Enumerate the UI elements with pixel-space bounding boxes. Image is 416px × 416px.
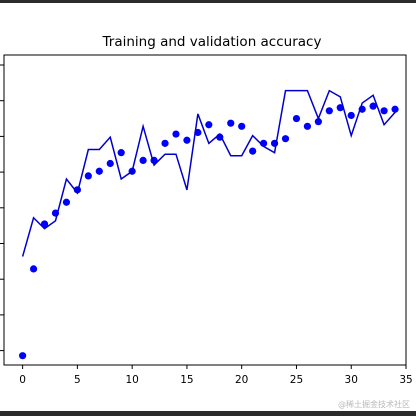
x-tick-label: 15 <box>180 374 193 386</box>
training-point <box>227 119 235 127</box>
training-point <box>238 122 246 130</box>
training-point <box>249 147 257 155</box>
training-point <box>325 107 333 115</box>
x-tick-label: 35 <box>399 374 412 386</box>
training-point <box>369 102 377 110</box>
training-point <box>303 122 312 130</box>
training-point <box>29 265 38 273</box>
training-point <box>205 121 213 129</box>
training-point <box>183 136 191 144</box>
x-tick-label: 0 <box>19 374 26 386</box>
training-point <box>292 114 301 123</box>
training-point <box>314 118 322 126</box>
training-point <box>139 156 147 164</box>
validation-line <box>21 89 396 257</box>
training-point <box>161 139 169 147</box>
training-point <box>40 220 49 228</box>
training-point <box>172 130 180 138</box>
training-point <box>62 198 71 206</box>
x-tick-label: 25 <box>290 374 303 386</box>
training-point <box>117 149 125 157</box>
training-point <box>84 172 92 180</box>
plot-area: 0 5 10 15 20 25 30 35 <box>0 54 413 386</box>
training-point <box>106 159 114 168</box>
chart-title: Training and validation accuracy <box>102 34 322 50</box>
x-tick-label: 5 <box>74 374 81 386</box>
training-point <box>347 111 355 120</box>
training-point <box>95 167 103 175</box>
watermark: @稀土掘金技术社区 <box>338 400 410 409</box>
training-point <box>380 107 388 115</box>
x-tick-label: 10 <box>125 374 138 386</box>
x-tick-label: 20 <box>235 374 248 386</box>
training-point <box>281 135 290 143</box>
x-tick-label: 30 <box>345 374 358 386</box>
axes-frame <box>3 54 407 366</box>
training-point <box>19 352 27 360</box>
top-window-edge <box>0 0 416 3</box>
training-point <box>391 105 399 113</box>
bottom-window-edge <box>0 411 416 416</box>
